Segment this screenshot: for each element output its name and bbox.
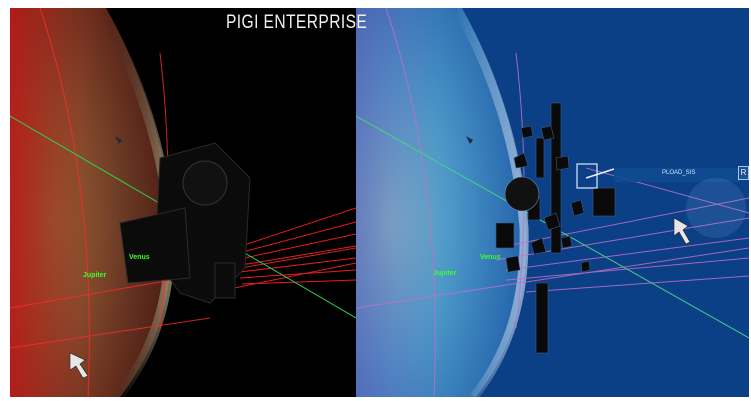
payload-label[interactable]: PLOAD_SIS	[662, 170, 696, 176]
payload-label-bar	[614, 168, 740, 182]
right-spacecraft-parts	[495, 102, 616, 354]
left-3d-view[interactable]: Jupiter Venus	[10, 8, 356, 397]
left-jupiter-label: Jupiter	[83, 272, 107, 279]
left-cursor-marker	[69, 352, 89, 379]
left-spacecraft	[119, 142, 251, 304]
right-cursor-marker	[673, 217, 691, 245]
right-scene	[356, 8, 749, 397]
right-jupiter-label: Jupiter	[433, 270, 457, 277]
left-venus-label: Venus	[129, 254, 150, 261]
right-venus-label: Venus	[480, 254, 501, 261]
right-3d-view[interactable]: Jupiter Venus	[356, 8, 749, 397]
payload-selection-box	[576, 163, 598, 189]
brand-title: PIGI ENTERPRISE	[226, 12, 368, 33]
left-scene	[10, 8, 356, 397]
r-tag-button[interactable]: R	[738, 166, 749, 180]
